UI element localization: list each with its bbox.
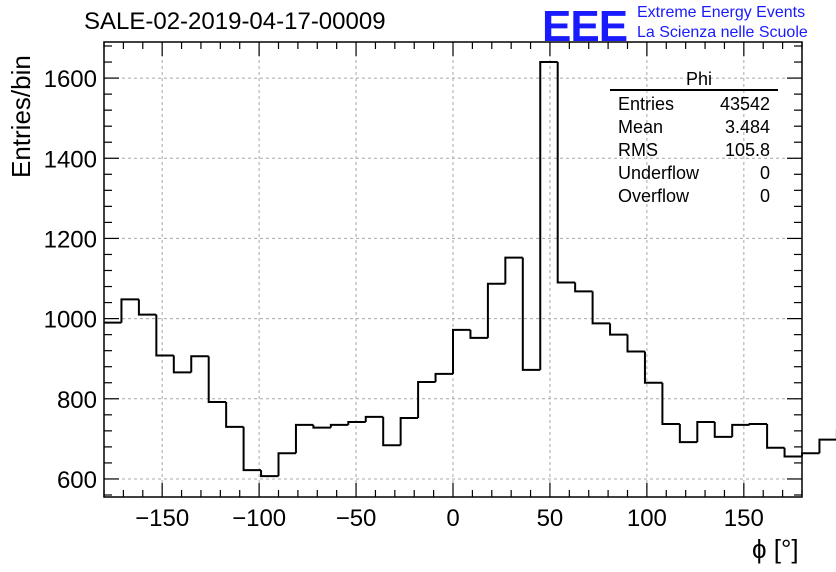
y-tick-label: 1400 [44, 146, 97, 173]
y-axis-label: Entries/bin [6, 55, 36, 178]
y-tick-label: 1600 [44, 66, 97, 93]
y-tick-label: 800 [57, 387, 97, 414]
histogram-bin [696, 421, 715, 443]
histogram-bin [678, 424, 698, 444]
histogram-bin [801, 452, 820, 457]
histogram-bin [347, 421, 366, 425]
stats-row: Overflow 0 [610, 185, 778, 208]
histogram-bin [783, 447, 802, 458]
histogram-bin [609, 323, 628, 336]
histogram-bin [591, 291, 611, 325]
histogram-bin [748, 423, 768, 426]
histogram-bin [172, 355, 192, 374]
histogram-bin [364, 415, 384, 423]
stats-label: Overflow [618, 186, 690, 206]
histogram-bin [731, 423, 750, 437]
histogram-bin [277, 452, 296, 477]
stats-label: RMS [618, 140, 658, 160]
histogram-bin [382, 416, 401, 447]
stats-value: 43542 [719, 94, 770, 114]
histogram-bin [521, 257, 541, 371]
histogram-bin [661, 382, 680, 426]
stats-label: Entries [618, 94, 675, 114]
x-tick-label: 150 [724, 505, 764, 532]
stats-row: Mean 3.484 [610, 116, 778, 139]
histogram-bin [312, 424, 331, 429]
x-tick-label: −150 [135, 505, 189, 532]
histogram-bin [574, 282, 593, 293]
histogram-bin [452, 328, 471, 374]
stats-row: Underflow 0 [610, 162, 778, 185]
histogram-series [104, 61, 836, 478]
stats-value: 0 [759, 186, 770, 206]
x-tick-label: 50 [537, 505, 564, 532]
stats-value: 3.484 [724, 117, 770, 137]
histogram-bin [190, 355, 209, 373]
stats-box: Phi Entries 43542 Mean 3.484 RMS 105.8 U… [610, 70, 778, 208]
stats-box-divider [610, 89, 778, 91]
x-tick-label: 100 [627, 505, 667, 532]
histogram-bin [556, 62, 576, 284]
stats-box-title: Phi [685, 69, 712, 89]
stats-value: 0 [759, 163, 770, 183]
x-tick-label: −50 [336, 505, 377, 532]
histogram-bin [242, 426, 262, 472]
stats-row: Entries 43542 [610, 93, 778, 116]
logo-line-2: La Scienza nelle Scuole [637, 24, 808, 41]
histogram-bin [434, 372, 453, 382]
histogram-bin [155, 314, 174, 357]
histogram-bin [818, 438, 836, 454]
y-tick-label: 1200 [44, 226, 97, 253]
histogram-bin [766, 424, 785, 449]
histogram-bin [137, 299, 157, 316]
stats-value: 105.8 [724, 140, 770, 160]
histogram-bin [469, 329, 488, 339]
chart-title: SALE-02-2019-04-17-00009 [84, 8, 386, 35]
histogram-bin [260, 470, 279, 478]
stats-label: Mean [618, 117, 664, 137]
histogram-bin [626, 334, 645, 353]
stats-row: RMS 105.8 [610, 139, 778, 162]
x-axis-label: ϕ [°] [752, 534, 799, 564]
stats-label: Underflow [618, 163, 700, 183]
y-tick-label: 1000 [44, 307, 97, 334]
axes: −150 −100 −50 0 50 100 150 600 800 1000 1200 1400 16… [44, 41, 803, 532]
histogram-bin [504, 256, 523, 284]
histogram-bin [713, 422, 733, 438]
histogram-bin [225, 401, 244, 428]
x-tick-label: 0 [446, 505, 459, 532]
histogram-bin [399, 417, 419, 446]
histogram-bin [207, 356, 227, 403]
histogram-bin [329, 423, 349, 428]
histogram-bin [294, 423, 314, 454]
x-tick-label: −100 [232, 505, 286, 532]
histogram-bin [120, 298, 139, 323]
logo-line-1: Extreme Energy Events [637, 4, 806, 21]
histogram-bin [539, 61, 558, 370]
histogram-bin [417, 380, 436, 419]
eee-logo: EEE [542, 2, 628, 51]
histogram-bin [643, 351, 663, 384]
y-tick-label: 600 [57, 467, 97, 494]
histogram-bin [486, 282, 506, 338]
